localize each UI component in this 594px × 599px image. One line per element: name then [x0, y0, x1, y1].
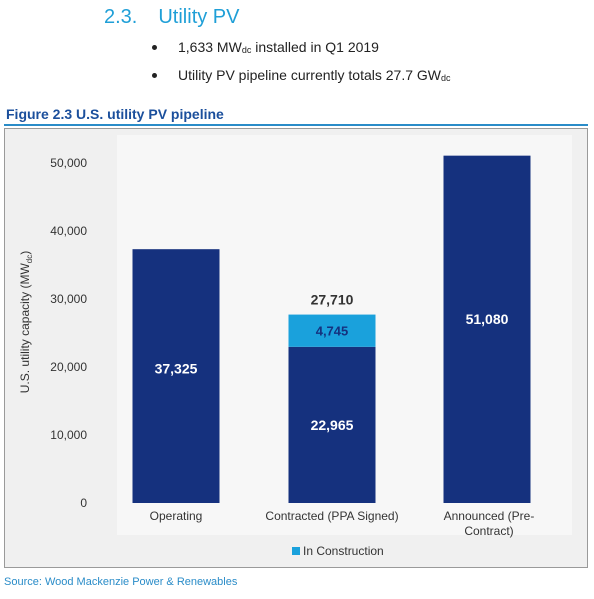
figure-title-rule: [4, 124, 588, 126]
bullet-text: 1,633 MW: [178, 39, 242, 55]
bullet-subscript: dc: [241, 45, 252, 55]
section-heading: 2.3. Utility PV: [104, 6, 239, 29]
y-tick-label: 20,000: [50, 360, 87, 374]
chart-frame: 0 10,000 20,000 30,000 40,000 50,000 U.S. util…: [4, 128, 588, 568]
bullet-text-end: installed in Q1 2019: [251, 39, 379, 55]
x-tick-label: Announced (Pre-: [444, 509, 535, 523]
bar-segment-base: [443, 155, 531, 503]
section-title: Utility PV: [158, 6, 240, 28]
data-label-total: 27,710: [311, 292, 354, 308]
data-label-base: 51,080: [466, 311, 509, 327]
y-tick-label: 0: [80, 496, 87, 510]
section-number: 2.3.: [104, 6, 138, 28]
y-tick-label: 30,000: [50, 292, 87, 306]
bullet-text: Utility PV pipeline currently totals 27.…: [178, 67, 441, 83]
data-label-base: 22,965: [311, 417, 354, 433]
x-tick-label: Contracted (PPA Signed): [265, 509, 398, 523]
x-tick-label: Operating: [150, 509, 203, 523]
legend-swatch: [292, 547, 300, 555]
legend-label: In Construction: [303, 544, 384, 558]
y-tick-label: 10,000: [50, 428, 87, 442]
data-label-base: 37,325: [155, 360, 198, 376]
y-axis-title: U.S. utility capacity (MWdc): [18, 251, 34, 393]
y-tick-label: 40,000: [50, 224, 87, 238]
bullet-item: Utility PV pipeline currently totals 27.…: [152, 66, 451, 94]
bullet-list: 1,633 MWdc installed in Q1 2019 Utility …: [152, 38, 451, 94]
bar-chart: 0 10,000 20,000 30,000 40,000 50,000 U.S. util…: [18, 135, 572, 558]
bullet-item: 1,633 MWdc installed in Q1 2019: [152, 38, 451, 66]
data-label-construction: 4,745: [316, 324, 349, 339]
bar-segment-construction: [288, 314, 376, 347]
bar-segment-base: [288, 346, 376, 503]
y-tick-label: 50,000: [50, 156, 87, 170]
x-tick-label: Contract): [464, 524, 513, 538]
bullet-subscript: dc: [441, 73, 451, 83]
bar-segment-base: [132, 249, 220, 503]
source-note: Source: Wood Mackenzie Power & Renewable…: [4, 576, 238, 588]
figure-title: Figure 2.3 U.S. utility PV pipeline: [6, 106, 224, 122]
